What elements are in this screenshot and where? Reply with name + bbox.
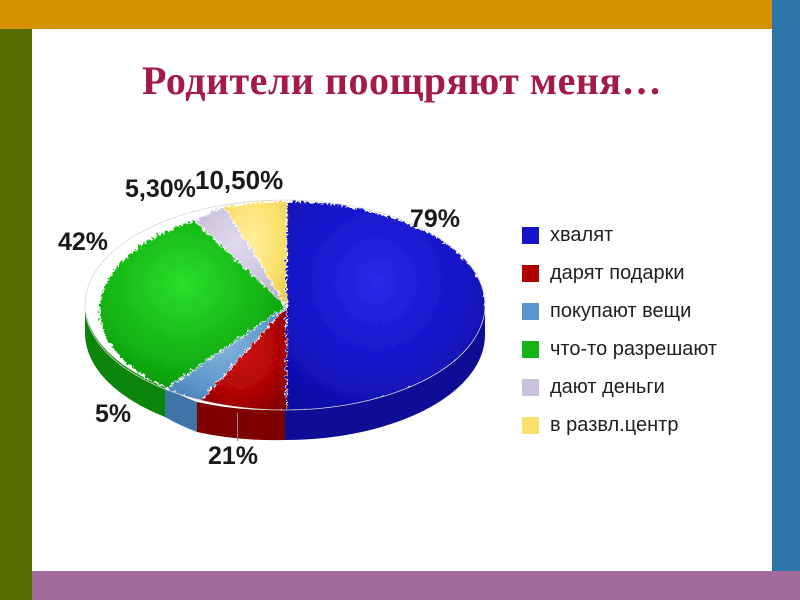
- legend-swatch-icon: [522, 302, 539, 320]
- legend-item-dengi[interactable]: дают деньги: [522, 368, 772, 406]
- legend-item-hvalyat[interactable]: хвалят: [522, 216, 772, 254]
- legend-item-label: покупают вещи: [550, 299, 692, 322]
- decor-band-left: [0, 29, 32, 600]
- legend-item-label: хвалят: [550, 223, 614, 246]
- legend-item-veschi[interactable]: покупают вещи: [522, 292, 772, 330]
- pie-slice-razreshayut[interactable]: [97, 218, 286, 388]
- decor-band-bottom: [32, 571, 800, 600]
- pie-label-42: 42%: [58, 228, 109, 256]
- legend-item-label: в развл.центр: [550, 413, 679, 436]
- legend-swatch-icon: [522, 378, 539, 396]
- pie-label-1050: 10,50%: [195, 165, 284, 195]
- legend-item-label: что-то разрешают: [550, 337, 718, 360]
- pie-label-79: 79%: [410, 205, 461, 233]
- pie-chart-graphic: [84, 199, 486, 441]
- decor-band-top: [0, 0, 772, 29]
- chart-legend: хвалят дарят подарки покупают вещи что-т…: [522, 216, 772, 444]
- pie-outline: [84, 199, 486, 411]
- legend-item-label: дарят подарки: [550, 261, 685, 284]
- decor-band-right: [772, 0, 800, 571]
- leader-line-21: [237, 413, 238, 441]
- pie-chart: 79% 21% 5% 42% 5,30% 10,50%: [40, 150, 770, 480]
- pie-top-face: [97, 200, 485, 410]
- legend-swatch-icon: [522, 416, 539, 434]
- legend-swatch-icon: [522, 340, 539, 358]
- legend-item-podarki[interactable]: дарят подарки: [522, 254, 772, 292]
- pie-label-21: 21%: [208, 442, 259, 470]
- legend-item-razreshayut[interactable]: что-то разрешают: [522, 330, 772, 368]
- legend-item-label: дают деньги: [550, 375, 665, 398]
- page-title: Родители поощряют меня…: [141, 58, 663, 103]
- pie-label-5: 5%: [95, 400, 132, 428]
- pie-depth-sides: [85, 305, 485, 441]
- legend-item-razvlcentr[interactable]: в развл.центр: [522, 406, 772, 444]
- legend-swatch-icon: [522, 264, 539, 282]
- pie-label-530: 5,30%: [125, 175, 196, 203]
- legend-swatch-icon: [522, 226, 539, 244]
